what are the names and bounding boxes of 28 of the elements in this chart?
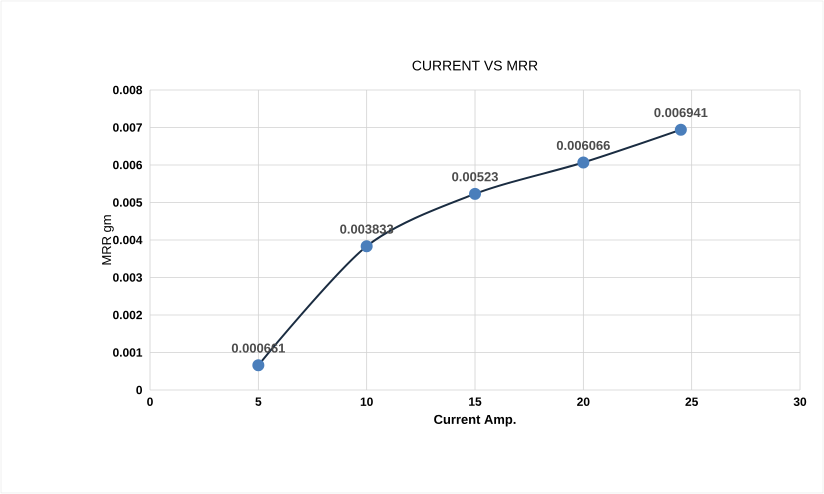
x-tick-label: 0 [147,398,153,406]
y-tick-label: 0 [136,386,142,394]
y-tick-label: 0.007 [113,123,142,132]
y-tick-label: 0.004 [113,236,142,244]
x-tick-label: 5 [255,398,262,406]
chart-title: CURRENT VS MRR [412,60,538,70]
point [674,124,687,136]
x-tick-label: 25 [685,398,698,406]
data-label: 0.003833 [340,224,394,234]
y-axis-title: MRR gm [102,215,114,264]
y-tick-label: 0.005 [113,198,142,207]
data-label: 0.00523 [452,172,498,182]
y-tick-label: 0.008 [113,86,142,94]
point [469,188,482,200]
point [360,240,373,252]
data-label: 0.006066 [556,140,610,150]
x-axis-title: Current Amp. [434,414,516,427]
point [252,359,264,372]
data-label: 0.006941 [654,108,708,118]
y-tick-label: 0.006 [113,160,142,170]
y-tick-label: 0.001 [113,348,142,357]
y-tick-label: 0.002 [113,310,142,320]
x-tick-label: 30 [794,398,806,406]
point [577,156,590,169]
y-tick-label: 0.003 [113,273,142,282]
x-tick-label: 15 [469,398,482,406]
x-tick-label: 10 [360,398,373,406]
x-tick-label: 20 [577,398,590,406]
